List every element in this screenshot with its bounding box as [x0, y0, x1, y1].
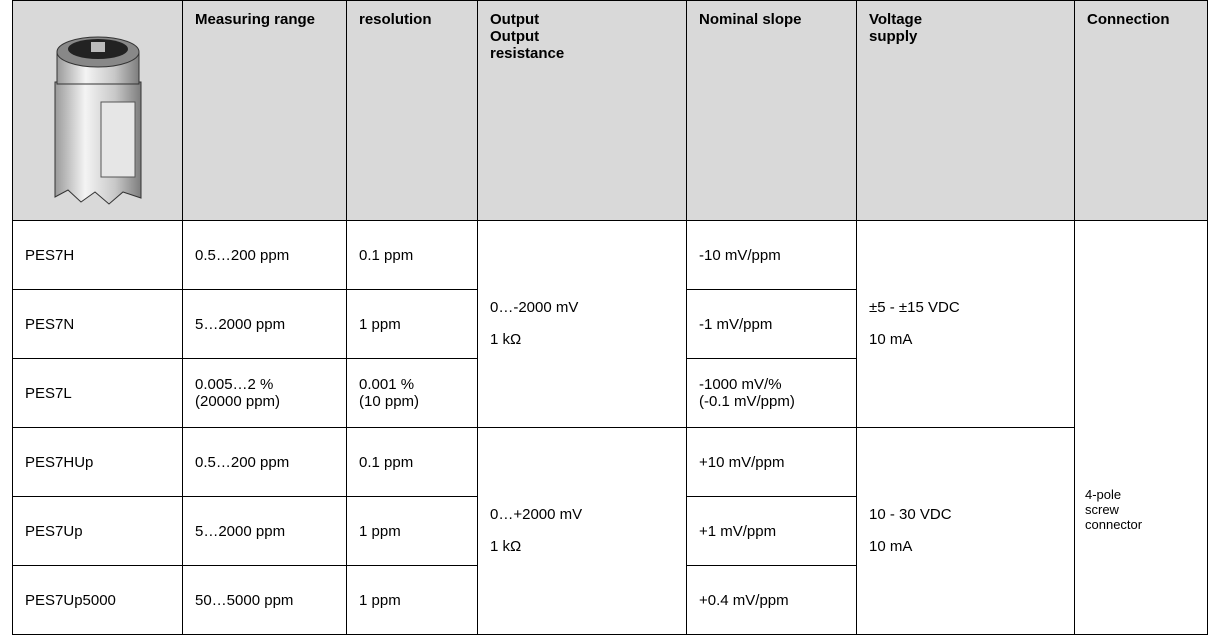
- page: Measuring range resolution Output Output r…: [12, 0, 1208, 635]
- supply-line: 10 - 30 VDC: [869, 506, 952, 523]
- resolution-cell: 1 ppm: [346, 289, 478, 359]
- table-head: Measuring range resolution Output Output r…: [12, 0, 1208, 221]
- range-cell: 5…2000 ppm: [182, 289, 347, 359]
- range-cell: 0.5…200 ppm: [182, 427, 347, 497]
- output-line: 0…-2000 mV: [490, 299, 579, 316]
- output-line: 1 kΩ: [490, 538, 522, 555]
- supply-line: 10 mA: [869, 538, 913, 555]
- output-cell: 0…-2000 mV 1 kΩ: [477, 220, 687, 428]
- header-cell: Voltage supply: [856, 0, 1075, 221]
- spec-table: Measuring range resolution Output Output r…: [12, 0, 1208, 635]
- range-cell: 50…5000 ppm: [182, 565, 347, 635]
- resolution-cell: 1 ppm: [346, 496, 478, 566]
- model-cell: PES7HUp: [12, 427, 183, 497]
- model-cell: PES7Up: [12, 496, 183, 566]
- header-cell: Measuring range: [182, 0, 347, 221]
- sensor-image-cell: [12, 0, 183, 221]
- slope-cell: +10 mV/ppm: [686, 427, 857, 497]
- table-body: PES7H 0.5…200 ppm 0.1 ppm 0…-2000 mV 1 kΩ -10…: [12, 220, 1208, 635]
- header-row: Measuring range resolution Output Output r…: [12, 0, 1208, 221]
- resolution-cell: 0.1 ppm: [346, 427, 478, 497]
- range-cell: 5…2000 ppm: [182, 496, 347, 566]
- resolution-cell: 0.001 % (10 ppm): [346, 358, 478, 428]
- model-cell: PES7H: [12, 220, 183, 290]
- resolution-cell: 1 ppm: [346, 565, 478, 635]
- output-line: 0…+2000 mV: [490, 506, 583, 523]
- table-row: PES7N 5…2000 ppm 1 ppm -1 mV/ppm: [12, 289, 1208, 359]
- resolution-cell: 0.1 ppm: [346, 220, 478, 290]
- table-row: PES7H 0.5…200 ppm 0.1 ppm 0…-2000 mV 1 kΩ -10…: [12, 220, 1208, 635]
- slope-cell: +0.4 mV/ppm: [686, 565, 857, 635]
- header-cell: Nominal slope: [686, 0, 857, 221]
- supply-cell: 10 - 30 VDC 10 mA: [856, 427, 1075, 635]
- output-line: 1 kΩ: [490, 331, 522, 348]
- range-cell: 0.005…2 % (20000 ppm): [182, 358, 347, 428]
- slope-cell: -1 mV/ppm: [686, 289, 857, 359]
- header-cell: Connection: [1074, 0, 1208, 221]
- sensor-image: [54, 36, 141, 205]
- range-cell: 0.5…200 ppm: [182, 220, 347, 290]
- slope-cell: -10 mV/ppm: [686, 220, 857, 290]
- connection-cell: 4-pole screw connector: [1074, 220, 1208, 635]
- table-row: PES7Up 5…2000 ppm 1 ppm +1 mV/ppm: [12, 496, 1208, 566]
- model-cell: PES7L: [12, 358, 183, 428]
- supply-line: ±5 - ±15 VDC: [869, 299, 960, 316]
- model-cell: PES7Up5000: [12, 565, 183, 635]
- table-row: PES7L 0.005…2 % (20000 ppm) 0.001 % (10 pp…: [12, 358, 1208, 428]
- output-cell: 0…+2000 mV 1 kΩ: [477, 427, 687, 635]
- model-cell: PES7N: [12, 289, 183, 359]
- table-row: PES7HUp 0.5…200 ppm 0.1 ppm 0…+2000 mV 1 kΩ +…: [12, 427, 1208, 635]
- slope-cell: +1 mV/ppm: [686, 496, 857, 566]
- supply-line: 10 mA: [869, 331, 913, 348]
- header-cell: Output Output resistance: [477, 0, 687, 221]
- supply-cell: ±5 - ±15 VDC 10 mA: [856, 220, 1075, 428]
- slope-cell: -1000 mV/% (-0.1 mV/ppm): [686, 358, 857, 428]
- header-cell: resolution: [346, 0, 478, 221]
